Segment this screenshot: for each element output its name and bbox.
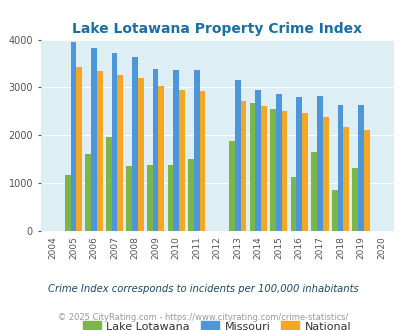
Bar [106,137,111,231]
Bar [337,105,343,231]
Bar [147,165,152,231]
Bar [117,75,123,231]
Bar [65,175,70,231]
Bar [138,78,143,231]
Bar [357,105,363,231]
Bar [281,112,287,231]
Bar [316,96,322,231]
Bar [76,67,82,231]
Bar [301,113,307,231]
Bar [199,91,205,231]
Bar [97,71,102,231]
Bar [240,101,246,231]
Bar [179,90,184,231]
Text: © 2025 CityRating.com - https://www.cityrating.com/crime-statistics/: © 2025 CityRating.com - https://www.city… [58,313,347,322]
Bar [270,109,275,231]
Bar [173,70,179,231]
Bar [193,70,199,231]
Text: Crime Index corresponds to incidents per 100,000 inhabitants: Crime Index corresponds to incidents per… [47,284,358,294]
Bar [249,103,255,231]
Bar [158,85,164,231]
Legend: Lake Lotawana, Missouri, National: Lake Lotawana, Missouri, National [79,317,355,330]
Bar [126,166,132,231]
Bar [331,190,337,231]
Bar [234,80,240,231]
Bar [228,141,234,231]
Bar [296,97,301,231]
Bar [352,168,357,231]
Title: Lake Lotawana Property Crime Index: Lake Lotawana Property Crime Index [72,22,361,36]
Bar [132,57,138,231]
Bar [363,130,369,231]
Bar [167,165,173,231]
Bar [152,69,158,231]
Bar [255,90,260,231]
Bar [311,152,316,231]
Bar [275,94,281,231]
Bar [322,117,328,231]
Bar [290,177,296,231]
Bar [188,159,193,231]
Bar [91,48,97,231]
Bar [85,154,91,231]
Bar [260,106,266,231]
Bar [111,53,117,231]
Bar [70,43,76,231]
Bar [343,127,348,231]
